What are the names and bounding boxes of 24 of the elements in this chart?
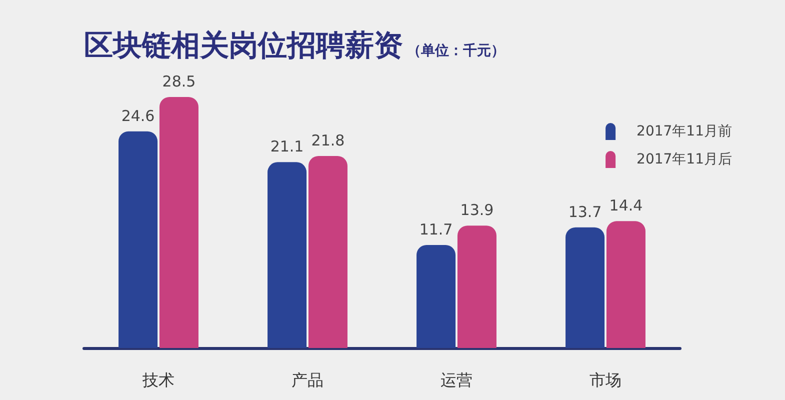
data-label: 24.6 [121,106,155,125]
bar [566,227,605,348]
data-label: 21.1 [270,138,304,156]
data-label: 28.5 [162,72,196,90]
x-tick-label: 运营 [440,370,472,390]
bar [118,131,158,348]
bar [416,244,456,348]
bar [606,221,646,348]
chart-subtitle: （单位：千元） [407,42,505,60]
data-label: 13.9 [460,201,494,220]
legend-label: 2017年11月后 [636,152,732,168]
bar [268,162,307,348]
x-tick-label: 产品 [292,370,324,390]
data-label: 14.4 [609,196,643,215]
bar [159,97,198,348]
chart-title: 区块链相关岗位招聘薪资 [84,27,403,64]
legend-label: 2017年11月前 [636,124,732,140]
bar [308,156,348,348]
x-tick-label: 市场 [590,370,622,390]
data-label: 11.7 [419,220,453,238]
data-label: 21.8 [311,132,345,150]
x-tick-label: 技术 [142,370,174,390]
data-label: 13.7 [568,202,602,221]
bar [457,226,496,348]
